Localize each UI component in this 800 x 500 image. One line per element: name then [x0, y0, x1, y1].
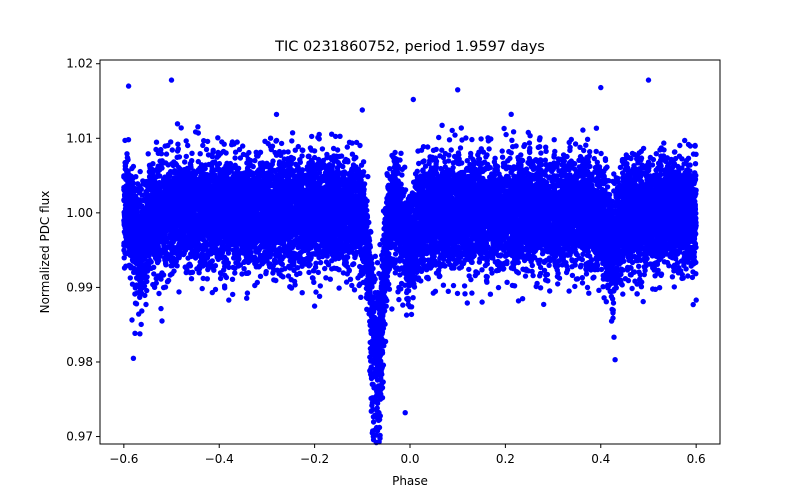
data-point	[478, 136, 484, 142]
data-point	[129, 317, 135, 323]
data-point	[349, 151, 356, 157]
data-point	[446, 137, 453, 143]
data-point	[200, 275, 206, 282]
data-point	[221, 283, 228, 289]
data-point	[458, 125, 464, 131]
data-point	[486, 146, 492, 152]
data-point	[327, 276, 333, 282]
data-point	[436, 134, 442, 141]
data-point	[445, 288, 451, 294]
data-point	[508, 169, 514, 175]
data-point	[232, 149, 239, 155]
data-point	[416, 160, 422, 167]
data-point	[579, 280, 586, 286]
data-point	[446, 152, 452, 158]
data-point	[620, 291, 626, 297]
data-point	[215, 135, 221, 141]
data-point	[583, 271, 590, 277]
data-point	[499, 154, 506, 160]
data-point	[468, 276, 474, 283]
data-point	[586, 290, 592, 296]
data-point	[669, 274, 676, 280]
data-point	[232, 270, 238, 276]
data-point	[358, 294, 364, 300]
data-point	[232, 155, 238, 161]
data-point	[546, 262, 552, 268]
data-point	[611, 171, 617, 177]
data-point	[156, 290, 162, 297]
data-point	[257, 273, 264, 279]
data-point	[503, 131, 509, 138]
data-points	[121, 77, 699, 446]
data-point	[537, 264, 544, 271]
data-point	[672, 149, 678, 155]
data-point	[457, 145, 464, 151]
data-point	[487, 291, 494, 297]
data-point	[169, 147, 175, 153]
data-point	[185, 142, 191, 149]
data-point	[540, 247, 546, 254]
data-point	[133, 301, 140, 307]
data-point	[541, 267, 548, 274]
data-point	[682, 137, 688, 144]
data-point	[452, 132, 458, 138]
data-point	[163, 151, 170, 157]
data-point	[252, 157, 258, 164]
data-point	[581, 147, 587, 154]
data-point	[611, 334, 617, 340]
data-point	[636, 263, 642, 269]
data-point	[189, 150, 195, 156]
data-point	[137, 331, 143, 337]
data-point	[479, 267, 485, 273]
data-point	[188, 276, 195, 282]
data-point	[690, 301, 696, 308]
data-point	[365, 173, 371, 180]
data-point	[400, 302, 406, 308]
data-point	[353, 154, 359, 161]
data-point	[584, 284, 591, 291]
data-point	[629, 285, 635, 292]
data-point	[412, 171, 419, 177]
data-point	[299, 290, 305, 296]
data-point	[239, 271, 245, 277]
